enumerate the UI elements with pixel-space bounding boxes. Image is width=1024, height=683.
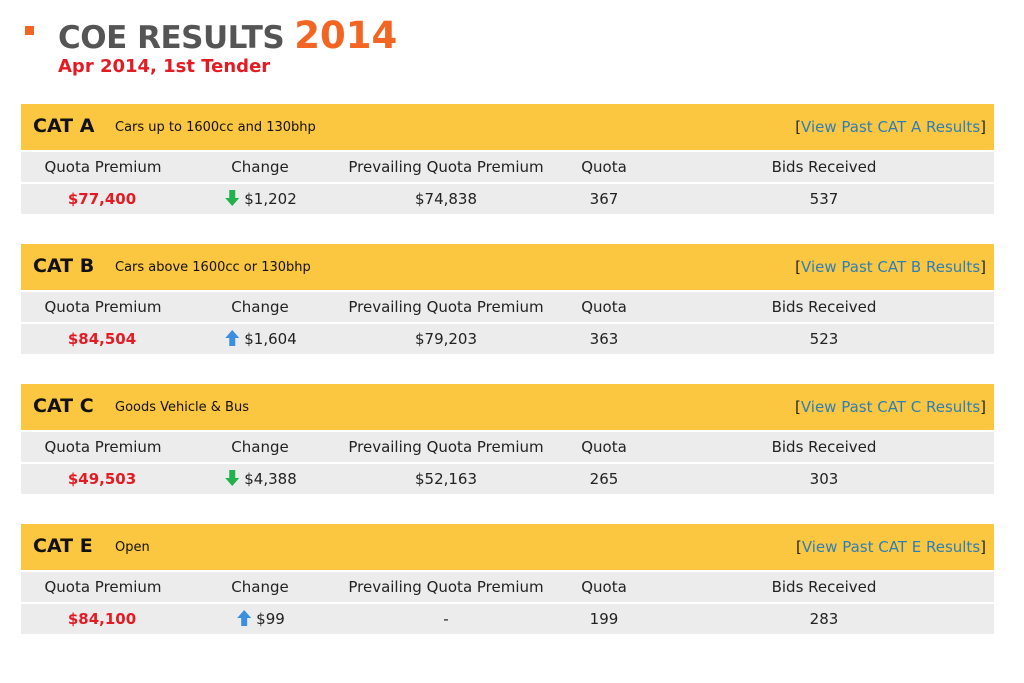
col-change: Change: [231, 298, 289, 316]
link-bracket-close: ]: [980, 398, 986, 416]
category-description: Open: [115, 540, 150, 555]
category-header: CAT C Goods Vehicle & Bus [View Past CAT…: [21, 384, 994, 430]
col-prevailing-quota-premium: Prevailing Quota Premium: [348, 438, 544, 456]
quota-premium-value: $77,400: [67, 190, 137, 208]
quota-value: 265: [589, 470, 619, 488]
col-prevailing-quota-premium: Prevailing Quota Premium: [348, 298, 544, 316]
table-row: $49,503 $4,388 $52,163 265 303: [21, 464, 994, 494]
table-row: $77,400 $1,202 $74,838 367 537: [21, 184, 994, 214]
tender-subtitle: Apr 2014, 1st Tender: [58, 56, 271, 77]
change-value: $99: [237, 610, 285, 630]
col-prevailing-quota-premium: Prevailing Quota Premium: [348, 578, 544, 596]
past-results-link-wrapper: [View Past CAT E Results]: [796, 538, 986, 556]
change-value: $1,202: [225, 190, 297, 210]
quota-value: 363: [589, 330, 619, 348]
change-amount: $4,388: [244, 470, 297, 488]
change-amount: $99: [256, 610, 285, 628]
change-value: $4,388: [225, 470, 297, 490]
column-header-row: Quota Premium Change Prevailing Quota Pr…: [21, 572, 994, 602]
column-header-row: Quota Premium Change Prevailing Quota Pr…: [21, 152, 994, 182]
page-title-main: COE RESULTS: [58, 20, 285, 56]
category-header: CAT A Cars up to 1600cc and 130bhp [View…: [21, 104, 994, 150]
arrow-down-icon: [225, 470, 240, 490]
column-header-row: Quota Premium Change Prevailing Quota Pr…: [21, 292, 994, 322]
col-change: Change: [231, 158, 289, 176]
category-card-a: CAT A Cars up to 1600cc and 130bhp [View…: [21, 104, 994, 216]
category-card-e: CAT E Open [View Past CAT E Results] Quo…: [21, 524, 994, 636]
col-bids-received: Bids Received: [771, 438, 877, 456]
col-quota-premium: Quota Premium: [44, 578, 162, 596]
category-name: CAT C: [33, 395, 94, 417]
category-description: Cars above 1600cc or 130bhp: [115, 260, 311, 275]
quota-value: 199: [589, 610, 619, 628]
col-bids-received: Bids Received: [771, 158, 877, 176]
col-change: Change: [231, 578, 289, 596]
link-bracket-open: [: [795, 538, 802, 556]
link-bracket-close: ]: [980, 118, 986, 136]
link-bracket-open: [: [794, 398, 801, 416]
page-title: COE RESULTS 2014: [58, 14, 397, 57]
category-card-c: CAT C Goods Vehicle & Bus [View Past CAT…: [21, 384, 994, 496]
quota-value: 367: [589, 190, 619, 208]
change-amount: $1,202: [244, 190, 297, 208]
bids-received-value: 537: [809, 190, 839, 208]
category-list: CAT A Cars up to 1600cc and 130bhp [View…: [21, 104, 994, 664]
col-quota: Quota: [581, 158, 627, 176]
table-row: $84,504 $1,604 $79,203 363 523: [21, 324, 994, 354]
category-card-b: CAT B Cars above 1600cc or 130bhp [View …: [21, 244, 994, 356]
view-past-cat-a-results-link[interactable]: View Past CAT A Results: [801, 118, 981, 136]
col-quota-premium: Quota Premium: [44, 438, 162, 456]
quota-premium-value: $49,503: [67, 470, 137, 488]
category-name: CAT B: [33, 255, 95, 277]
link-bracket-close: ]: [980, 538, 986, 556]
prevailing-quota-premium-value: -: [443, 610, 449, 628]
category-name: CAT E: [33, 535, 93, 557]
prevailing-quota-premium-value: $52,163: [414, 470, 478, 488]
col-quota: Quota: [581, 438, 627, 456]
bids-received-value: 523: [809, 330, 839, 348]
column-header-row: Quota Premium Change Prevailing Quota Pr…: [21, 432, 994, 462]
col-quota-premium: Quota Premium: [44, 158, 162, 176]
bids-received-value: 283: [809, 610, 839, 628]
col-change: Change: [231, 438, 289, 456]
quota-premium-value: $84,100: [67, 610, 137, 628]
category-name: CAT A: [33, 115, 95, 137]
table-row: $84,100 $99 - 199 283: [21, 604, 994, 634]
col-quota-premium: Quota Premium: [44, 298, 162, 316]
category-description: Goods Vehicle & Bus: [115, 400, 249, 415]
col-bids-received: Bids Received: [771, 298, 877, 316]
prevailing-quota-premium-value: $79,203: [414, 330, 478, 348]
page-title-year: 2014: [294, 14, 398, 57]
category-description: Cars up to 1600cc and 130bhp: [115, 120, 316, 135]
prevailing-quota-premium-value: $74,838: [414, 190, 478, 208]
quota-premium-value: $84,504: [67, 330, 137, 348]
arrow-up-icon: [237, 610, 252, 630]
change-amount: $1,604: [244, 330, 297, 348]
category-header: CAT E Open [View Past CAT E Results]: [21, 524, 994, 570]
past-results-link-wrapper: [View Past CAT C Results]: [795, 398, 986, 416]
arrow-up-icon: [225, 330, 240, 350]
col-quota: Quota: [581, 298, 627, 316]
link-bracket-open: [: [795, 118, 802, 136]
view-past-cat-c-results-link[interactable]: View Past CAT C Results: [800, 398, 981, 416]
past-results-link-wrapper: [View Past CAT B Results]: [795, 258, 986, 276]
square-bullet-icon: [25, 26, 34, 35]
col-bids-received: Bids Received: [771, 578, 877, 596]
view-past-cat-b-results-link[interactable]: View Past CAT B Results: [801, 258, 981, 276]
arrow-down-icon: [225, 190, 240, 210]
category-header: CAT B Cars above 1600cc or 130bhp [View …: [21, 244, 994, 290]
link-bracket-close: ]: [980, 258, 986, 276]
col-prevailing-quota-premium: Prevailing Quota Premium: [348, 158, 544, 176]
view-past-cat-e-results-link[interactable]: View Past CAT E Results: [801, 538, 981, 556]
past-results-link-wrapper: [View Past CAT A Results]: [795, 118, 986, 136]
change-value: $1,604: [225, 330, 297, 350]
link-bracket-open: [: [795, 258, 802, 276]
col-quota: Quota: [581, 578, 627, 596]
bids-received-value: 303: [809, 470, 839, 488]
